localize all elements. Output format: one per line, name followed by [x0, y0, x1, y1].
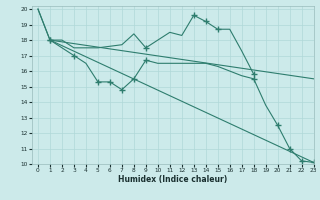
X-axis label: Humidex (Indice chaleur): Humidex (Indice chaleur) [118, 175, 228, 184]
